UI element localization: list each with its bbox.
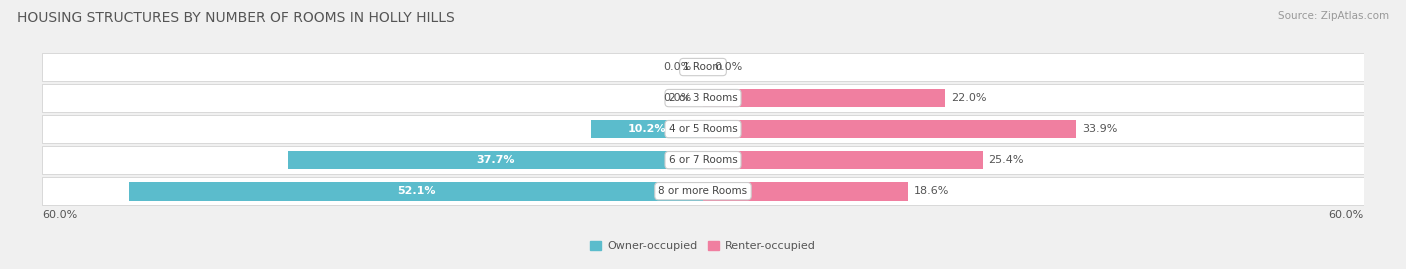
Text: Source: ZipAtlas.com: Source: ZipAtlas.com [1278, 11, 1389, 21]
Text: 60.0%: 60.0% [42, 210, 77, 220]
Text: 37.7%: 37.7% [477, 155, 515, 165]
Bar [42, 115, 1364, 143]
Text: 10.2%: 10.2% [627, 124, 666, 134]
Bar [288, 151, 703, 169]
Bar [129, 182, 703, 200]
Bar [42, 146, 1364, 174]
Text: 22.0%: 22.0% [950, 93, 986, 103]
Text: 25.4%: 25.4% [988, 155, 1024, 165]
Text: 18.6%: 18.6% [914, 186, 949, 196]
Bar [703, 151, 983, 169]
Text: 0.0%: 0.0% [664, 62, 692, 72]
Text: 33.9%: 33.9% [1081, 124, 1118, 134]
Bar [703, 89, 945, 107]
Bar [42, 84, 1364, 112]
Bar [42, 53, 1364, 81]
Text: HOUSING STRUCTURES BY NUMBER OF ROOMS IN HOLLY HILLS: HOUSING STRUCTURES BY NUMBER OF ROOMS IN… [17, 11, 454, 25]
Bar [591, 120, 703, 139]
Text: 0.0%: 0.0% [714, 62, 742, 72]
Bar [703, 182, 908, 200]
Text: 2 or 3 Rooms: 2 or 3 Rooms [669, 93, 737, 103]
Text: 60.0%: 60.0% [1329, 210, 1364, 220]
Legend: Owner-occupied, Renter-occupied: Owner-occupied, Renter-occupied [586, 236, 820, 256]
Text: 4 or 5 Rooms: 4 or 5 Rooms [669, 124, 737, 134]
Text: 8 or more Rooms: 8 or more Rooms [658, 186, 748, 196]
Text: 52.1%: 52.1% [396, 186, 436, 196]
Text: 6 or 7 Rooms: 6 or 7 Rooms [669, 155, 737, 165]
Text: 0.0%: 0.0% [664, 93, 692, 103]
Bar [42, 177, 1364, 205]
Text: 1 Room: 1 Room [683, 62, 723, 72]
Bar [703, 120, 1077, 139]
